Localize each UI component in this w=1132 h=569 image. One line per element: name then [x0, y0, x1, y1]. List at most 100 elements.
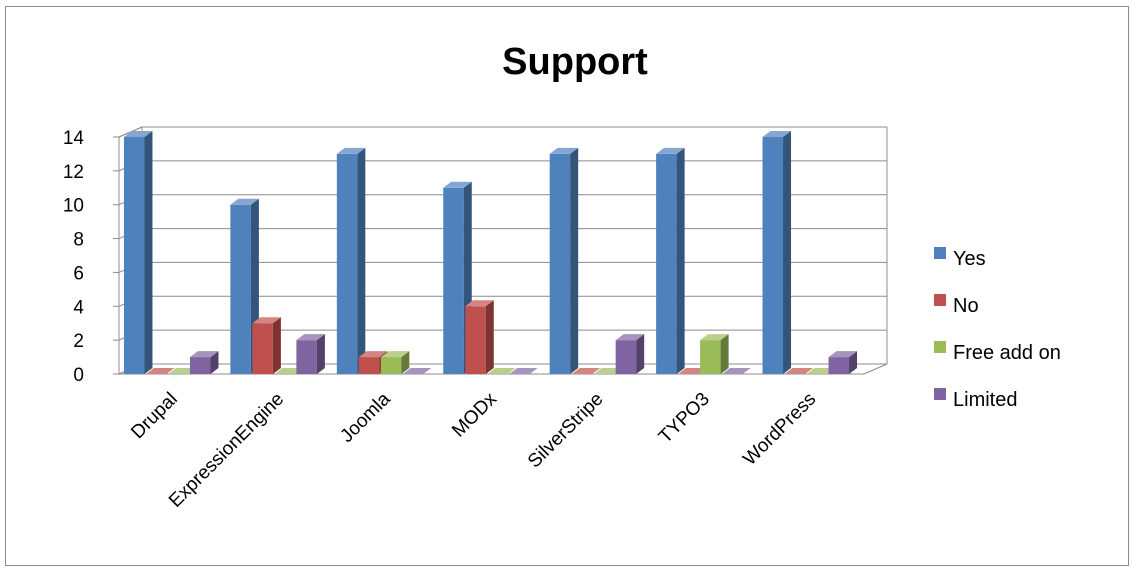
- bar-top: [443, 181, 472, 188]
- x-tick-label: SilverStripe: [524, 389, 608, 473]
- bar-top: [189, 351, 219, 358]
- bar-top: [402, 368, 432, 374]
- bar-top: [615, 334, 645, 341]
- legend-swatch: [934, 388, 946, 400]
- bar-front: [123, 137, 145, 374]
- bar-front: [762, 137, 784, 374]
- bar-yes: [336, 147, 366, 374]
- legend-label: No: [953, 295, 979, 317]
- bar-top: [806, 368, 836, 374]
- y-tick-label: 14: [63, 128, 85, 149]
- bar-front: [828, 357, 850, 374]
- bar-limited: [296, 334, 325, 374]
- bar-yes: [123, 131, 153, 374]
- bar-no: [252, 317, 281, 374]
- bar-front: [336, 153, 358, 374]
- bar-side: [485, 300, 494, 374]
- y-tick-label: 4: [73, 297, 84, 318]
- bar-free-add-on: [274, 368, 303, 374]
- bar-limited: [828, 351, 858, 374]
- chart-title: Support: [502, 41, 648, 83]
- bar-limited: [402, 368, 432, 374]
- bar-side: [849, 351, 858, 374]
- bar-free-add-on: [380, 351, 410, 374]
- bar-top: [274, 368, 303, 374]
- bar-side: [316, 334, 325, 374]
- x-tick-label: Drupal: [127, 389, 181, 443]
- bar-yes: [656, 147, 685, 374]
- bar-free-add-on: [167, 368, 197, 374]
- chart-svg: Support 0 2 4 6 8 10 12 14 DrupalExpressionEngi…: [63, 41, 1061, 512]
- legend-swatch: [934, 341, 946, 353]
- bar-top: [358, 351, 388, 358]
- legend-item: No: [934, 294, 979, 317]
- bar-top: [678, 368, 707, 374]
- bar-yes: [549, 147, 579, 374]
- bar-limited: [189, 351, 219, 374]
- bar-side: [401, 351, 410, 374]
- y-tick-label: 12: [63, 162, 84, 183]
- x-tick-label: WordPress: [739, 389, 820, 470]
- bar-side: [676, 147, 685, 374]
- y-tick-label: 6: [73, 263, 84, 284]
- bars-layer: [123, 131, 858, 374]
- x-tick-label: Joomla: [336, 388, 394, 446]
- y-axis-ticks: 0 2 4 6 8 10 12 14: [63, 128, 119, 386]
- bar-no: [465, 300, 494, 374]
- bar-front: [549, 153, 571, 374]
- legend-swatch: [934, 294, 946, 306]
- bar-front: [615, 340, 637, 374]
- bar-front: [380, 357, 402, 374]
- bar-top: [549, 147, 579, 154]
- bar-side: [210, 351, 219, 374]
- bar-top: [762, 131, 792, 137]
- legend-swatch: [934, 247, 946, 259]
- legend-item: Yes: [934, 247, 986, 270]
- bar-free-add-on: [806, 368, 836, 374]
- bar-side: [357, 147, 366, 374]
- bar-top: [784, 368, 814, 374]
- y-tick-label: 2: [73, 331, 84, 352]
- bar-limited: [509, 368, 538, 374]
- bar-top: [509, 368, 538, 374]
- bar-top: [571, 368, 601, 374]
- bar-top: [700, 334, 729, 341]
- bar-limited: [722, 368, 751, 374]
- bar-free-add-on: [487, 368, 516, 374]
- bar-top: [336, 147, 366, 154]
- bar-top: [465, 300, 494, 307]
- x-tick-label: ExpressionEngine: [165, 389, 288, 512]
- bar-top: [722, 368, 751, 374]
- bar-top: [167, 368, 197, 374]
- bar-front: [230, 204, 251, 374]
- y-tick-label: 8: [73, 230, 84, 251]
- bar-top: [296, 334, 325, 341]
- chart-area: Support 0 2 4 6 8 10 12 14 Drupal ExpressionEngi…: [5, 6, 1129, 566]
- bar-no: [678, 368, 707, 374]
- bar-side: [636, 334, 645, 374]
- bar-side: [272, 317, 281, 374]
- bar-front: [189, 357, 211, 374]
- bar-side: [144, 131, 153, 374]
- bar-front: [700, 340, 721, 374]
- legend-label: Limited: [953, 389, 1017, 411]
- bar-no: [571, 368, 601, 374]
- bar-top: [656, 147, 685, 154]
- bar-front: [443, 187, 464, 374]
- bar-front: [252, 323, 273, 374]
- bar-top: [593, 368, 623, 374]
- bar-top: [252, 317, 281, 324]
- bar-front: [656, 153, 677, 374]
- bar-free-add-on: [700, 334, 729, 374]
- y-tick-label: 0: [73, 365, 84, 386]
- gridline: [118, 126, 887, 138]
- bar-front: [465, 306, 486, 374]
- bar-no: [145, 368, 175, 374]
- legend-label: Yes: [953, 248, 986, 270]
- legend: Yes No Free add on Limited: [934, 247, 1061, 411]
- bar-top: [145, 368, 175, 374]
- x-tick-label: TYPO3: [655, 389, 714, 448]
- bar-top: [828, 351, 858, 358]
- legend-item: Free add on: [934, 341, 1061, 364]
